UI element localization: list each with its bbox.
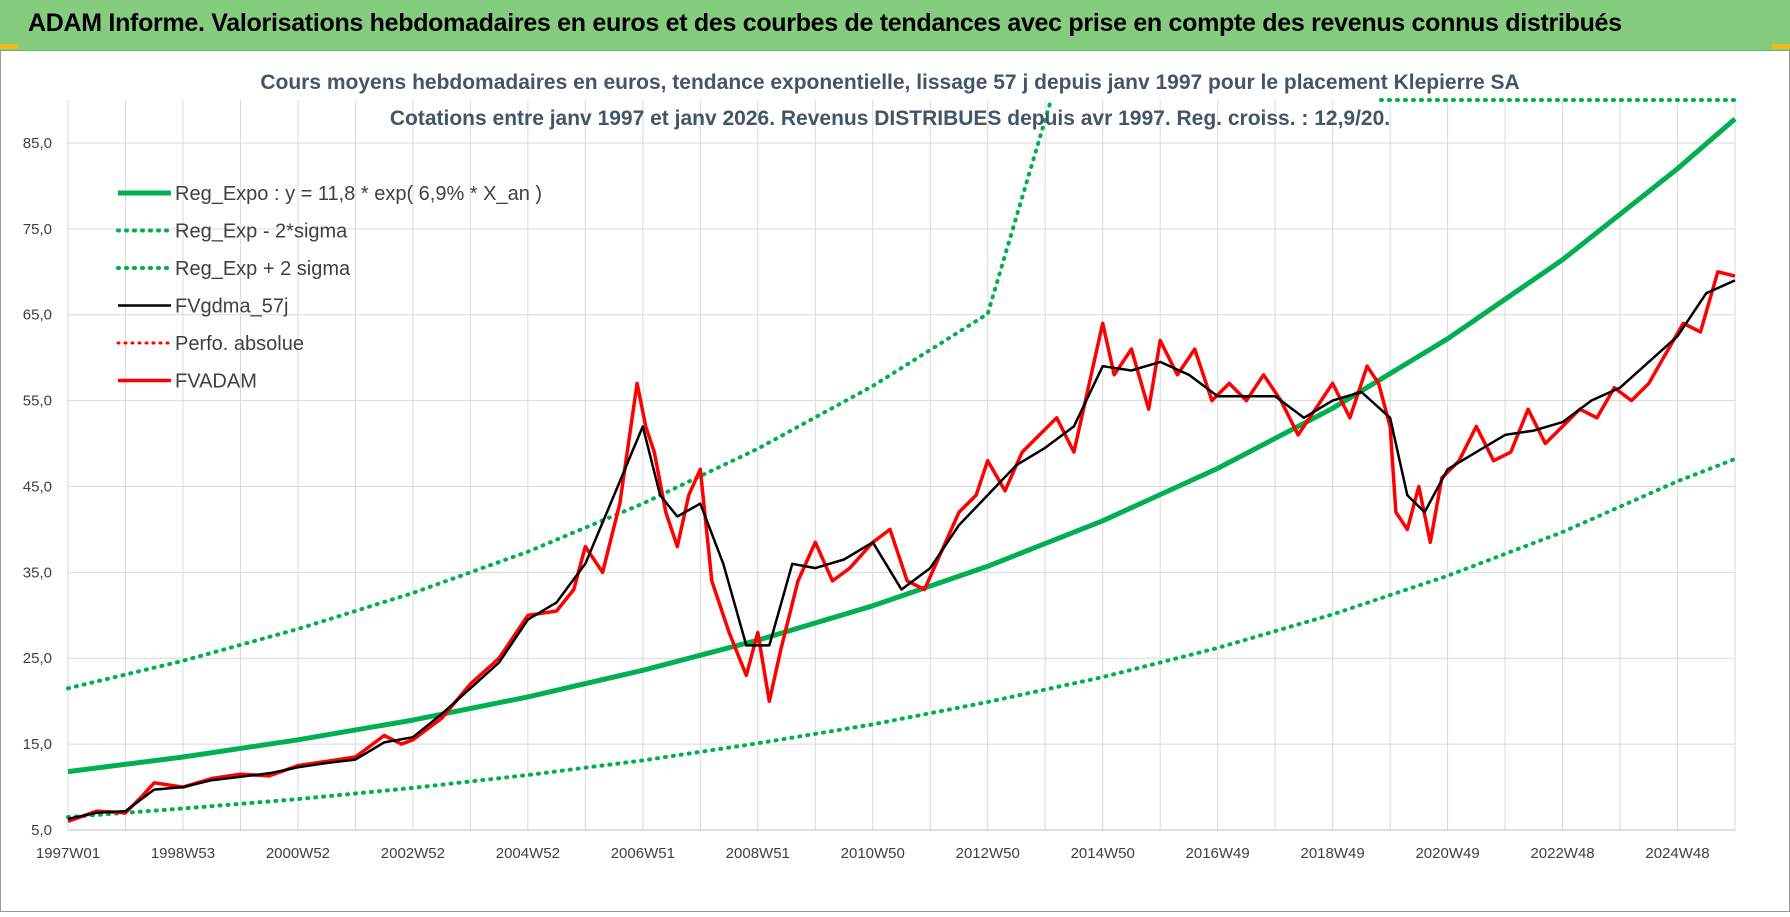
y-tick-label: 75,0	[23, 221, 52, 238]
y-tick-label: 35,0	[23, 564, 52, 581]
legend-label: Reg_Exp + 2 sigma	[175, 258, 351, 280]
x-tick-label: 1998W53	[151, 845, 215, 862]
series-line-2	[66, 98, 1053, 691]
x-tick-label: 2020W49	[1415, 845, 1479, 862]
legend-label: FVADAM	[175, 371, 257, 393]
legend-label: FVgdma_57j	[175, 296, 288, 318]
series-line-1	[66, 457, 1737, 820]
axis-layer: 5,0 15,0 25,0 35,0 45,0 55,0 65,0 75,0 85,0 1997W…	[23, 135, 1710, 862]
legend-label: Perfo. absolue	[175, 333, 304, 355]
x-tick-label: 2010W50	[841, 845, 905, 862]
y-tick-label: 65,0	[23, 307, 52, 324]
legend-label: Reg_Expo : y = 11,8 * exp( 6,9% * X_an )	[175, 183, 542, 205]
legend: Reg_Expo : y = 11,8 * exp( 6,9% * X_an )…	[116, 183, 542, 393]
x-tick-label: 2006W51	[611, 845, 675, 862]
grid-layer	[67, 100, 1736, 831]
x-tick-label: 2014W50	[1071, 845, 1135, 862]
x-tick-label: 2000W52	[266, 845, 330, 862]
banner-title: ADAM Informe. Valorisations hebdomadaire…	[28, 9, 1622, 37]
x-tick-label: 1997W01	[36, 845, 100, 862]
y-tick-label: 85,0	[23, 135, 52, 152]
series-layer	[66, 98, 1737, 824]
legend-label: Reg_Exp - 2*sigma	[175, 221, 348, 243]
y-tick-label: 25,0	[23, 650, 52, 667]
header-banner: ADAM Informe. Valorisations hebdomadaire…	[0, 0, 1790, 51]
x-tick-label: 2022W48	[1530, 845, 1594, 862]
series-line-5	[67, 270, 1736, 824]
x-tick-label: 2012W50	[956, 845, 1020, 862]
chart-title: Cours moyens hebdomadaires en euros, ten…	[260, 71, 1519, 94]
x-tick-label: 2008W51	[726, 845, 790, 862]
series-line-0	[67, 117, 1737, 775]
y-tick-label: 5,0	[31, 822, 52, 839]
series-line-3	[67, 279, 1736, 821]
y-tick-label: 15,0	[23, 736, 52, 753]
x-tick-label: 2016W49	[1186, 845, 1250, 862]
x-tick-label: 2002W52	[381, 845, 445, 862]
corner-mark-right	[1772, 44, 1790, 49]
price-chart: 5,0 15,0 25,0 35,0 45,0 55,0 65,0 75,0 85,0 1997W…	[23, 71, 1737, 862]
corner-mark-left	[0, 44, 18, 49]
x-tick-label: 2018W49	[1301, 845, 1365, 862]
chart-subtitle: Cotations entre janv 1997 et janv 2026. …	[390, 107, 1390, 130]
chart-area: 5,0 15,0 25,0 35,0 45,0 55,0 65,0 75,0 85,0 1997W…	[0, 52, 1790, 912]
x-tick-label: 2024W48	[1645, 845, 1709, 862]
x-tick-label: 2004W52	[496, 845, 560, 862]
y-tick-label: 45,0	[23, 478, 52, 495]
y-tick-label: 55,0	[23, 393, 52, 410]
